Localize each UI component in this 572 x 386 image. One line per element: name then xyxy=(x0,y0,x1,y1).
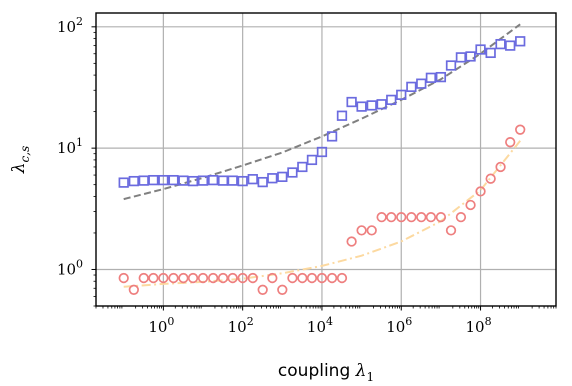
data-point-circle xyxy=(257,284,268,295)
data-point-circle xyxy=(187,272,199,284)
data-point-circle xyxy=(227,272,238,284)
plot-frame xyxy=(95,12,557,307)
data-point-square xyxy=(287,167,298,178)
data-point-square xyxy=(485,47,496,59)
data-point-square xyxy=(168,174,179,186)
data-point-square xyxy=(396,89,407,100)
data-point-square xyxy=(197,175,209,186)
x-axis-label: coupling λ1 xyxy=(278,361,374,384)
data-point-circle xyxy=(277,284,288,295)
data-point-square xyxy=(376,99,387,110)
data-point-square xyxy=(505,40,516,51)
data-point-square xyxy=(316,146,328,158)
data-point-circle xyxy=(326,272,338,284)
fit-curve-dashed xyxy=(123,23,521,201)
data-point-square xyxy=(326,131,338,142)
data-point-circle xyxy=(475,186,486,197)
data-point-circle xyxy=(386,211,397,223)
data-point-circle xyxy=(197,272,209,284)
data-point-circle xyxy=(505,137,516,148)
data-point-circle xyxy=(465,199,476,211)
data-point-square xyxy=(227,175,238,186)
data-point-square xyxy=(406,81,417,93)
y-tick-label: 100 xyxy=(57,257,83,278)
x-tick-label: 108 xyxy=(465,315,491,336)
data-point-circle xyxy=(356,225,367,236)
data-point-square xyxy=(425,72,437,83)
data-point-circle xyxy=(138,272,149,284)
data-point-circle xyxy=(237,272,248,284)
x-tick-label: 106 xyxy=(386,315,412,336)
data-point-square xyxy=(178,175,189,186)
data-point-circle xyxy=(178,272,189,284)
data-point-square xyxy=(277,171,288,183)
x-tick-label: 100 xyxy=(148,315,174,336)
data-point-square xyxy=(475,44,486,55)
data-point-square xyxy=(495,38,506,50)
data-point-circle xyxy=(306,272,318,284)
x-tick-label: 104 xyxy=(307,315,333,336)
data-point-circle xyxy=(128,284,139,295)
data-point-square xyxy=(217,175,229,186)
data-point-square xyxy=(515,36,526,47)
data-point-circle xyxy=(396,211,407,223)
data-point-square xyxy=(237,175,248,187)
data-point-circle xyxy=(148,272,159,284)
data-point-square xyxy=(366,100,377,111)
data-point-square xyxy=(455,52,467,63)
data-point-circle xyxy=(485,173,496,184)
data-point-circle xyxy=(336,272,348,284)
data-point-square xyxy=(207,174,219,186)
data-point-square xyxy=(128,175,139,187)
data-point-circle xyxy=(406,211,417,223)
data-point-circle xyxy=(158,272,169,284)
data-point-square xyxy=(445,60,457,71)
data-point-circle xyxy=(445,225,457,236)
data-point-circle xyxy=(247,272,258,284)
data-point-square xyxy=(416,78,427,89)
data-point-square xyxy=(247,174,258,185)
y-tick-label: 102 xyxy=(57,15,83,36)
data-point-square xyxy=(158,174,169,186)
data-point-circle xyxy=(366,225,377,236)
data-point-square xyxy=(346,96,357,108)
data-point-square xyxy=(257,176,268,188)
data-point-square xyxy=(138,175,149,186)
data-point-circle xyxy=(346,236,357,247)
fit-curve-dashdot xyxy=(123,140,521,288)
data-point-square xyxy=(148,174,159,186)
data-point-circle xyxy=(515,124,526,135)
data-point-circle xyxy=(297,272,308,284)
data-point-square xyxy=(356,101,367,112)
y-axis-label: λc,s xyxy=(9,146,32,174)
data-point-circle xyxy=(118,272,129,284)
data-point-square xyxy=(297,161,308,173)
data-point-circle xyxy=(495,161,506,173)
data-point-circle xyxy=(267,272,278,284)
x-tick-label: 102 xyxy=(228,315,254,336)
data-point-square xyxy=(386,94,397,106)
data-point-square xyxy=(435,71,447,83)
data-point-circle xyxy=(316,272,328,284)
data-point-circle xyxy=(416,211,427,223)
data-point-circle xyxy=(217,272,229,284)
data-point-square xyxy=(187,175,199,187)
data-point-circle xyxy=(455,211,467,223)
data-point-circle xyxy=(287,272,298,284)
data-point-square xyxy=(465,51,476,62)
data-point-circle xyxy=(435,211,447,223)
data-point-circle xyxy=(425,211,437,223)
data-point-circle xyxy=(376,211,387,223)
y-tick-label: 101 xyxy=(57,136,83,157)
fit-curves xyxy=(123,23,521,288)
data-point-circle xyxy=(207,272,219,284)
data-point-square xyxy=(267,173,278,184)
data-points xyxy=(118,36,526,295)
data-point-square xyxy=(118,177,129,188)
data-point-square xyxy=(306,154,318,166)
data-point-circle xyxy=(168,272,179,284)
data-point-square xyxy=(336,110,348,121)
